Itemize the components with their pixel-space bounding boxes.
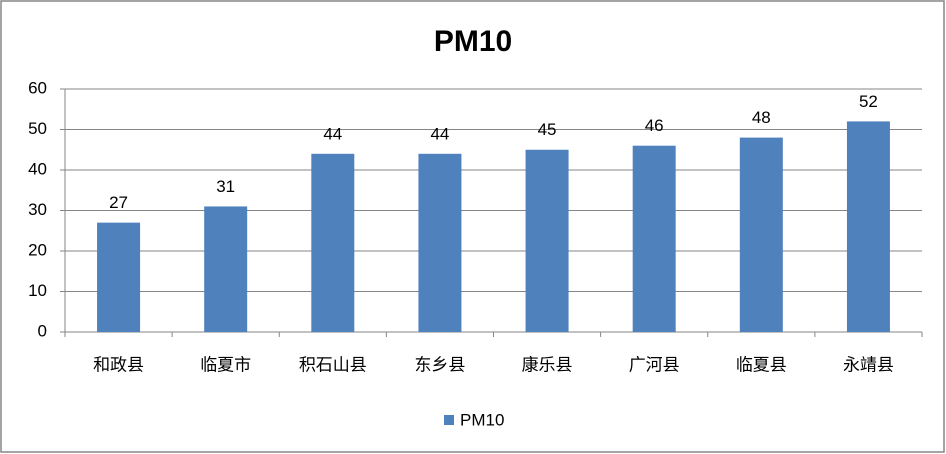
y-tick-label: 0 bbox=[38, 321, 47, 340]
x-tick-label: 临夏市 bbox=[200, 355, 251, 374]
legend-swatch bbox=[444, 415, 454, 425]
y-tick-label: 60 bbox=[28, 78, 47, 97]
chart-title: PM10 bbox=[434, 25, 512, 58]
x-tick-label: 和政县 bbox=[93, 355, 144, 374]
y-tick-label: 50 bbox=[28, 119, 47, 138]
data-label: 31 bbox=[216, 177, 235, 196]
bar bbox=[311, 153, 355, 332]
y-tick-label: 10 bbox=[28, 281, 47, 300]
data-label: 44 bbox=[323, 124, 342, 143]
legend-label: PM10 bbox=[460, 410, 504, 429]
bar bbox=[739, 137, 783, 332]
data-label: 46 bbox=[645, 116, 664, 135]
y-tick-label: 30 bbox=[28, 200, 47, 219]
x-tick-label: 康乐县 bbox=[522, 355, 573, 374]
bar bbox=[846, 121, 890, 333]
data-label: 45 bbox=[538, 120, 557, 139]
y-tick-label: 40 bbox=[28, 159, 47, 178]
x-tick-label: 广河县 bbox=[629, 355, 680, 374]
bar bbox=[204, 206, 248, 332]
data-label: 48 bbox=[752, 108, 771, 127]
x-tick-label: 东乡县 bbox=[414, 355, 465, 374]
bar bbox=[632, 145, 676, 332]
x-tick-label: 永靖县 bbox=[843, 355, 894, 374]
data-label: 44 bbox=[430, 124, 449, 143]
data-label: 27 bbox=[109, 193, 128, 212]
x-tick-label: 临夏县 bbox=[736, 355, 787, 374]
y-tick-label: 20 bbox=[28, 240, 47, 259]
bar bbox=[97, 222, 141, 332]
data-label: 52 bbox=[859, 92, 878, 111]
bar bbox=[418, 153, 462, 332]
bar bbox=[525, 149, 569, 332]
x-tick-label: 积石山县 bbox=[299, 355, 367, 374]
